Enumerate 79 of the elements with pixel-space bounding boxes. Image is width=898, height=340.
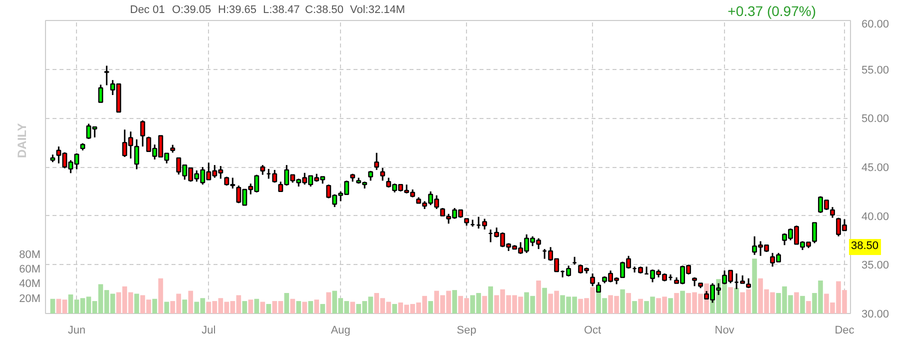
bar [674, 292, 679, 314]
bar [254, 298, 260, 314]
bar [182, 300, 188, 314]
bar [266, 304, 272, 314]
candlestick [98, 84, 104, 103]
x-tick-label: Jul [202, 324, 216, 336]
bar [734, 288, 739, 314]
bar [680, 290, 685, 314]
text: L:38.47 [263, 3, 300, 18]
bar [242, 301, 248, 314]
candlestick [374, 152, 380, 171]
bar [728, 287, 733, 314]
bar [326, 292, 332, 314]
text: Dec 01 [130, 3, 165, 18]
bar [800, 296, 805, 314]
bar [188, 290, 194, 314]
y-tick-label: 40.00 [862, 210, 890, 223]
bar [134, 294, 140, 314]
x-tick-label: Aug [330, 324, 350, 336]
bar [794, 292, 799, 314]
bar [536, 280, 541, 314]
candlestick [812, 222, 817, 244]
bar [626, 292, 631, 314]
candlestick [830, 206, 835, 219]
bar [482, 296, 487, 314]
bar [632, 301, 637, 314]
bar [50, 298, 56, 314]
candlestick [134, 138, 140, 170]
candlestick [380, 167, 386, 182]
text: C:38.50 [305, 3, 344, 18]
text: H:39.65 [218, 3, 257, 18]
candlestick [260, 164, 266, 176]
bar [260, 302, 266, 314]
y2-tick-label: 40M [19, 278, 41, 290]
text: +0.37 (0.97%) [728, 2, 816, 21]
x-tick-label: Nov [714, 324, 735, 336]
x-tick-label: Oct [584, 324, 602, 336]
y-tick-label: 35.00 [862, 260, 890, 272]
y2-tick-label: 60M [19, 264, 41, 276]
x-tick-label: Jun [68, 324, 86, 336]
text: O:39.05 [172, 3, 212, 18]
bar [668, 298, 673, 314]
candlestick [140, 120, 146, 148]
y-tick-label: 30.00 [862, 308, 890, 320]
candlestick [746, 278, 751, 289]
bar [620, 289, 625, 314]
x-tick-label: Dec [834, 324, 855, 336]
y-tick-label: 60.00 [862, 18, 890, 30]
y-tick-label: 55.00 [862, 64, 890, 76]
bar [320, 304, 326, 314]
y2-tick-label: 80M [19, 248, 41, 261]
bar [350, 302, 356, 314]
bar [542, 288, 547, 314]
bar [296, 301, 302, 314]
bar [314, 300, 320, 314]
y-tick-label: 45.00 [862, 162, 890, 174]
y-tick-label: 50.00 [862, 113, 890, 126]
bar [752, 258, 757, 314]
bar [158, 278, 164, 314]
bar [248, 300, 254, 314]
bar [290, 298, 296, 314]
bar [452, 290, 457, 314]
bar [152, 298, 158, 314]
text: Vol:32.14M [350, 3, 406, 18]
text: 38.50 [849, 239, 881, 255]
bar [302, 302, 308, 314]
bar [638, 298, 643, 314]
bar [806, 301, 811, 314]
bar [488, 286, 493, 314]
y2-tick-label: 20M [19, 292, 41, 305]
bar [164, 302, 170, 314]
bar [284, 292, 290, 314]
candlestick [368, 170, 374, 182]
candlestick [104, 64, 110, 86]
bar [308, 301, 314, 314]
candlestick [590, 272, 596, 287]
bar [392, 304, 398, 314]
x-tick-label: Sep [456, 324, 476, 336]
bar [428, 301, 434, 314]
